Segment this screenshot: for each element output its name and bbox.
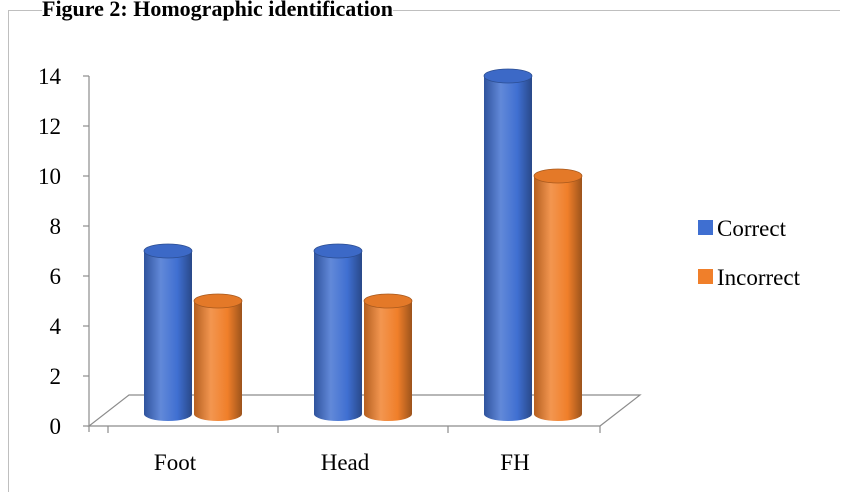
y-tick-label: 8 bbox=[50, 214, 62, 239]
legend-label: Incorrect bbox=[717, 265, 801, 290]
y-tick-label: 10 bbox=[38, 164, 61, 189]
cylinder-top bbox=[313, 243, 363, 259]
cylinder-body bbox=[144, 251, 192, 421]
x-category-label: Head bbox=[321, 450, 370, 475]
bar-correct-head bbox=[313, 243, 363, 421]
bar-incorrect-head bbox=[363, 293, 413, 421]
y-tick-label: 4 bbox=[50, 314, 62, 339]
cylinder-body bbox=[484, 76, 532, 421]
bar-incorrect-foot bbox=[193, 293, 243, 421]
y-tick-label: 2 bbox=[50, 364, 62, 389]
legend-item-incorrect: Incorrect bbox=[698, 265, 801, 290]
cylinder-body bbox=[314, 251, 362, 421]
y-axis: 0 2 4 6 8 10 12 14 bbox=[38, 64, 90, 439]
y-tick-label: 12 bbox=[38, 114, 61, 139]
chart-floor bbox=[87, 394, 642, 427]
figure-caption: Figure 2: Homographic identification bbox=[42, 0, 393, 21]
cylinder-top bbox=[483, 68, 533, 84]
y-tick-label: 0 bbox=[50, 414, 62, 439]
x-category-label: FH bbox=[500, 450, 529, 475]
cylinder-body bbox=[194, 301, 242, 421]
cylinder-body bbox=[534, 176, 582, 421]
x-category-label: Foot bbox=[154, 450, 197, 475]
bars bbox=[143, 68, 583, 421]
cylinder-top bbox=[143, 243, 193, 259]
legend-item-correct: Correct bbox=[698, 216, 787, 241]
x-axis-labels: Foot Head FH bbox=[107, 426, 601, 475]
legend: Correct Incorrect bbox=[698, 216, 801, 290]
legend-swatch bbox=[698, 220, 713, 235]
legend-label: Correct bbox=[717, 216, 787, 241]
cylinder-top bbox=[193, 293, 243, 309]
bar-correct-foot bbox=[143, 243, 193, 421]
floor-plane bbox=[87, 394, 642, 427]
legend-swatch bbox=[698, 269, 713, 284]
cylinder-top bbox=[363, 293, 413, 309]
bar-correct-fh bbox=[483, 68, 533, 421]
chart-frame: Figure 2: Homographic identification bbox=[8, 0, 840, 492]
bar-incorrect-fh bbox=[533, 168, 583, 421]
cylinder-top bbox=[533, 168, 583, 184]
y-tick-label: 14 bbox=[38, 64, 62, 89]
y-tick-label: 6 bbox=[50, 264, 62, 289]
cylinder-body bbox=[364, 301, 412, 421]
